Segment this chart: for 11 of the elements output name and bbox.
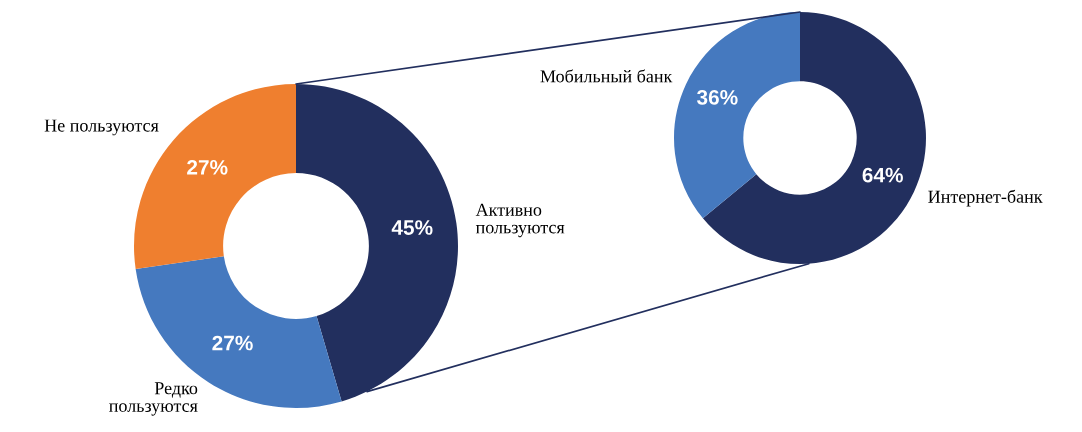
slice-label: Редко пользуются: [109, 382, 198, 416]
data-label: 36%: [696, 89, 738, 105]
slice-label: Активно пользуются: [475, 203, 565, 238]
slice-label: Мобильный банк: [540, 69, 673, 83]
data-label: 27%: [212, 335, 253, 351]
slice-label: Интернет-банк: [928, 189, 1043, 207]
data-label: 45%: [391, 220, 433, 235]
donut-slice: [674, 12, 800, 219]
slice-label: Не пользуются: [44, 119, 159, 136]
data-label: 27%: [187, 159, 228, 175]
data-label: 64%: [862, 167, 903, 183]
